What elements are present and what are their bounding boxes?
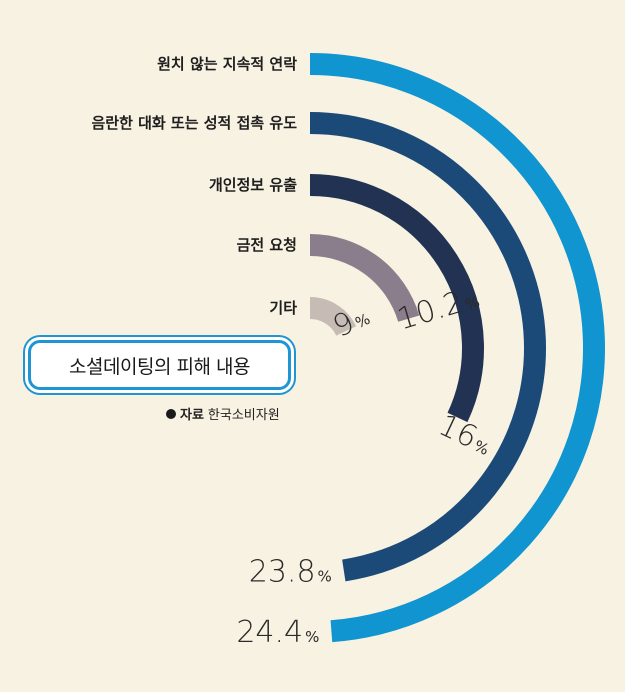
chart-title: 소셜데이팅의 피해 내용 — [28, 340, 291, 390]
category-label-1: 원치 않는 지속적 연락 — [157, 55, 297, 73]
category-label-3: 개인정보 유출 — [209, 176, 297, 194]
category-label-2: 음란한 대화 또는 성적 접촉 유도 — [91, 114, 297, 132]
source-value: 한국소비자원 — [207, 408, 280, 423]
bullet-icon — [166, 408, 176, 419]
bar-4 — [309, 234, 420, 323]
value-label-3: 16% — [433, 408, 497, 463]
value-label-1: 24.4% — [236, 615, 319, 650]
source-note: 자료 한국소비자원 — [166, 404, 280, 423]
source-key: 자료 — [180, 408, 204, 423]
bar-2 — [309, 112, 546, 582]
category-label-5: 기타 — [269, 299, 297, 317]
bar-3 — [309, 174, 484, 423]
bar-1 — [309, 53, 605, 643]
bar-5 — [309, 297, 357, 337]
value-label-2: 23.8% — [249, 554, 332, 589]
category-label-4: 금전 요청 — [237, 236, 297, 254]
